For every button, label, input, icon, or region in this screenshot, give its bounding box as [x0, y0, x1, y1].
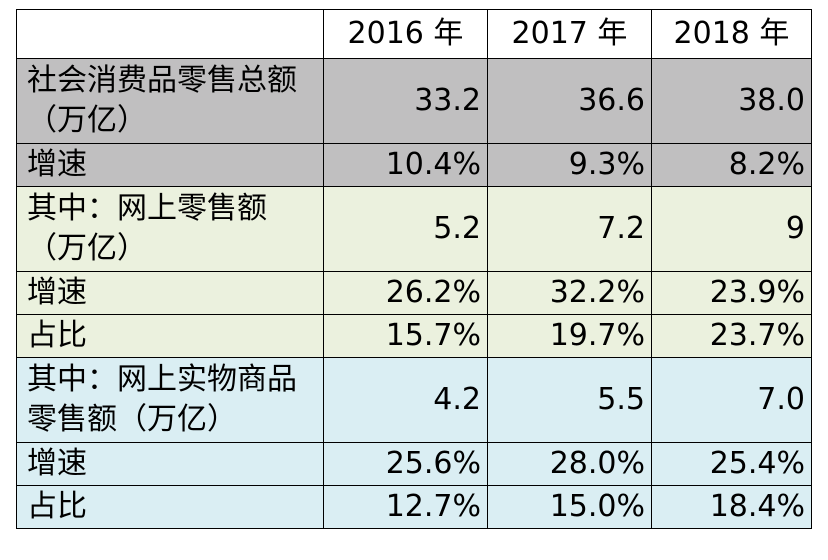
value-2017: 15.0% [487, 485, 652, 529]
row-label: 增速 [16, 442, 324, 486]
row-label: 增速 [16, 143, 324, 187]
value-2018: 25.4% [651, 442, 812, 486]
value-2017: 5.5 [487, 357, 652, 443]
value-2017: 19.7% [487, 314, 652, 358]
year-2017-header: 2017 年 [487, 9, 652, 59]
table-row-online-physical-goods-sales: 其中：网上实物商品零售额（万亿） 4.2 5.5 7.0 [16, 357, 812, 443]
value-2016: 5.2 [323, 186, 488, 272]
header-row: 2016 年 2017 年 2018 年 [16, 9, 812, 59]
row-label: 占比 [16, 485, 324, 529]
year-2016-header: 2016 年 [323, 9, 488, 59]
value-2017: 32.2% [487, 271, 652, 315]
value-2017: 36.6 [487, 58, 652, 144]
value-2016: 12.7% [323, 485, 488, 529]
value-2016: 15.7% [323, 314, 488, 358]
table-row-online-share: 占比 15.7% 19.7% 23.7% [16, 314, 812, 358]
table-row-online-growth: 增速 26.2% 32.2% 23.9% [16, 271, 812, 315]
value-2017: 7.2 [487, 186, 652, 272]
value-2018: 23.9% [651, 271, 812, 315]
value-2016: 10.4% [323, 143, 488, 187]
table-row-total-retail-sales: 社会消费品零售总额（万亿） 33.2 36.6 38.0 [16, 58, 812, 144]
row-label: 增速 [16, 271, 324, 315]
year-2018-header: 2018 年 [651, 9, 812, 59]
value-2018: 8.2% [651, 143, 812, 187]
value-2017: 9.3% [487, 143, 652, 187]
value-2018: 9 [651, 186, 812, 272]
value-2018: 23.7% [651, 314, 812, 358]
table-row-total-growth: 增速 10.4% 9.3% 8.2% [16, 143, 812, 187]
row-label: 社会消费品零售总额（万亿） [16, 58, 324, 144]
value-2018: 7.0 [651, 357, 812, 443]
table-row-physical-goods-share: 占比 12.7% 15.0% 18.4% [16, 485, 812, 529]
value-2016: 33.2 [323, 58, 488, 144]
value-2016: 26.2% [323, 271, 488, 315]
value-2016: 25.6% [323, 442, 488, 486]
header-corner-cell [16, 9, 324, 59]
table-row-online-retail-sales: 其中：网上零售额（万亿） 5.2 7.2 9 [16, 186, 812, 272]
row-label: 其中：网上实物商品零售额（万亿） [16, 357, 324, 443]
table-row-physical-goods-growth: 增速 25.6% 28.0% 25.4% [16, 442, 812, 486]
retail-sales-table: 2016 年 2017 年 2018 年 社会消费品零售总额（万亿） 33.2 … [16, 9, 812, 529]
value-2017: 28.0% [487, 442, 652, 486]
value-2018: 18.4% [651, 485, 812, 529]
row-label: 其中：网上零售额（万亿） [16, 186, 324, 272]
value-2018: 38.0 [651, 58, 812, 144]
row-label: 占比 [16, 314, 324, 358]
value-2016: 4.2 [323, 357, 488, 443]
